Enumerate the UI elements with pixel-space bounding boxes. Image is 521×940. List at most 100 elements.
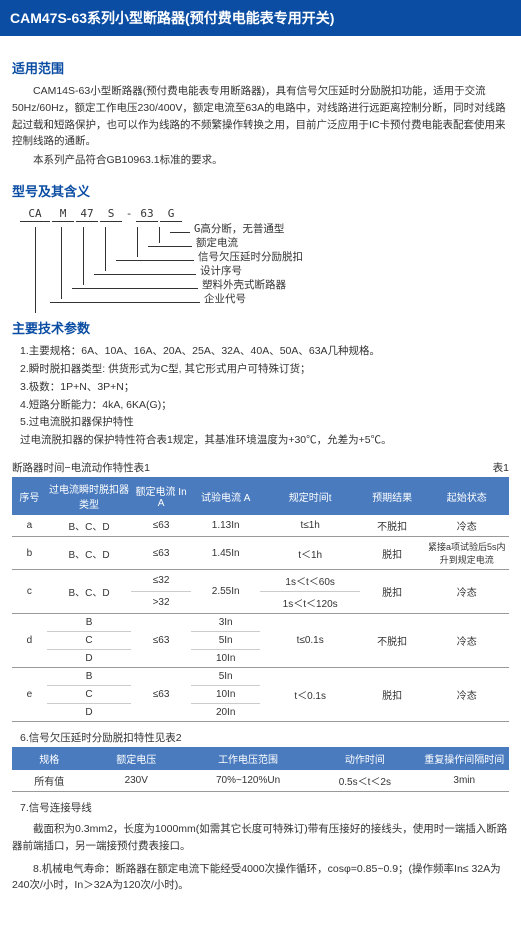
cell: ≤63 xyxy=(131,614,191,668)
t1-h1: 序号 xyxy=(12,477,47,515)
cell: ≤32 xyxy=(131,570,191,592)
note7-title: 7.信号连接导线 xyxy=(20,800,509,815)
table1: 序号 过电流瞬时脱扣器类型 额定电流 In A 试验电流 A 规定时间t 预期结… xyxy=(12,477,509,722)
table-row: b B、C、D ≤63 1.45In t＜1h 脱扣 紧接a项试验后5s内升到规… xyxy=(12,537,509,570)
t1-h3: 额定电流 In A xyxy=(131,477,191,515)
cell: ≤63 xyxy=(131,537,191,570)
cell: 冷态 xyxy=(424,614,509,668)
cell: 2.55In xyxy=(191,570,261,614)
cell: 20In xyxy=(191,704,261,722)
doc-title: CAM47S-63系列小型断路器(预付费电能表专用开关) xyxy=(10,10,334,26)
table-row: 所有值 230V 70%~120%Un 0.5s＜t＜2s 3min xyxy=(12,770,509,792)
model-desc-5: 信号欠压延时分励脱扣 xyxy=(198,249,303,264)
cell: ≤63 xyxy=(131,668,191,722)
spec-2: 2.瞬时脱扣器类型: 供货形式为C型, 其它形式用户可特殊订货； xyxy=(20,361,509,379)
t1-h7: 起始状态 xyxy=(424,477,509,515)
cell: B xyxy=(47,668,131,686)
spec-5: 5.过电流脱扣器保护特性 xyxy=(20,414,509,432)
table-row: e B ≤63 5In t＜0.1s 脱扣 冷态 xyxy=(12,668,509,686)
model-dash: - xyxy=(124,206,134,222)
cell: 5In xyxy=(191,632,261,650)
cell: 冷态 xyxy=(424,515,509,537)
cell: 所有值 xyxy=(12,770,87,792)
cell: 0.5s＜t＜2s xyxy=(310,770,419,792)
scope-title: 适用范围 xyxy=(12,58,509,77)
cell: ≤63 xyxy=(131,515,191,537)
model-desc-6: 额定电流 xyxy=(196,235,238,250)
table1-caption: 断路器时间−电流动作特性表1 表1 xyxy=(12,460,509,475)
note8: 8.机械电气寿命：断路器在额定电流下能经受4000次操作循环，cosφ=0.85… xyxy=(12,861,509,895)
model-part-4: S xyxy=(100,206,122,222)
t2-h2: 额定电压 xyxy=(87,747,186,770)
cell: a xyxy=(12,515,47,537)
spec-3: 3.极数：1P+N、3P+N； xyxy=(20,379,509,397)
t1-h5: 规定时间t xyxy=(260,477,359,515)
table-row: a B、C、D ≤63 1.13In t≤1h 不脱扣 冷态 xyxy=(12,515,509,537)
cell: 5In xyxy=(191,668,261,686)
cell: C xyxy=(47,686,131,704)
title-bar: CAM47S-63系列小型断路器(预付费电能表专用开关) xyxy=(0,0,521,36)
model-part-7: G xyxy=(160,206,182,222)
cell: 1s＜t＜60s xyxy=(260,570,359,592)
t1-h2: 过电流瞬时脱扣器类型 xyxy=(47,477,131,515)
model-desc-4: 设计序号 xyxy=(200,263,242,278)
spec-4: 4.短路分断能力：4kA, 6KA(G)； xyxy=(20,397,509,415)
cell: 1.45In xyxy=(191,537,261,570)
t2-h5: 重复操作间隔时间 xyxy=(420,747,509,770)
cell: 紧接a项试验后5s内升到规定电流 xyxy=(424,537,509,570)
cell: B、C、D xyxy=(47,537,131,570)
cell: >32 xyxy=(131,592,191,614)
cell: t≤1h xyxy=(260,515,359,537)
table1-caption-left: 断路器时间−电流动作特性表1 xyxy=(12,460,150,475)
cell: B、C、D xyxy=(47,515,131,537)
cell: 冷态 xyxy=(424,570,509,614)
model-desc-2: 企业代号 xyxy=(204,291,246,306)
model-desc-7: G高分断，无普通型 xyxy=(194,221,284,236)
cell: D xyxy=(47,704,131,722)
cell: t≤0.1s xyxy=(260,614,359,668)
t2-h3: 工作电压范围 xyxy=(186,747,310,770)
cell: C xyxy=(47,632,131,650)
cell: 脱扣 xyxy=(360,668,425,722)
note6: 6.信号欠压延时分励脱扣特性见表2 xyxy=(20,730,509,745)
t2-h4: 动作时间 xyxy=(310,747,419,770)
model-title: 型号及其含义 xyxy=(12,181,509,200)
spec-list: 1.主要规格：6A、10A、16A、20A、25A、32A、40A、50A、63… xyxy=(20,343,509,450)
model-desc-3: 塑料外壳式断路器 xyxy=(202,277,286,292)
cell: 10In xyxy=(191,650,261,668)
cell: d xyxy=(12,614,47,668)
cell: D xyxy=(47,650,131,668)
cell: 70%~120%Un xyxy=(186,770,310,792)
table-row: c B、C、D ≤32 2.55In 1s＜t＜60s 脱扣 冷态 xyxy=(12,570,509,592)
table2: 规格 额定电压 工作电压范围 动作时间 重复操作间隔时间 所有值 230V 70… xyxy=(12,747,509,792)
cell: 3min xyxy=(420,770,509,792)
model-part-2: M xyxy=(52,206,74,222)
scope-para-1: CAM14S-63小型断路器(预付费电能表专用断路器)，具有信号欠压延时分励脱扣… xyxy=(12,83,509,150)
cell: 3In xyxy=(191,614,261,632)
cell: 10In xyxy=(191,686,261,704)
t2-h1: 规格 xyxy=(12,747,87,770)
model-part-6: 63 xyxy=(136,206,158,222)
table-row: d B ≤63 3In t≤0.1s 不脱扣 冷态 xyxy=(12,614,509,632)
cell: b xyxy=(12,537,47,570)
cell: 脱扣 xyxy=(360,537,425,570)
cell: 不脱扣 xyxy=(360,515,425,537)
cell: c xyxy=(12,570,47,614)
cell: B、C、D xyxy=(47,570,131,614)
cell: 1s＜t＜120s xyxy=(260,592,359,614)
cell: t＜0.1s xyxy=(260,668,359,722)
scope-para-2: 本系列产品符合GB10963.1标准的要求。 xyxy=(12,152,509,169)
cell: 230V xyxy=(87,770,186,792)
content: 适用范围 CAM14S-63小型断路器(预付费电能表专用断路器)，具有信号欠压延… xyxy=(0,36,521,904)
cell: 1.13In xyxy=(191,515,261,537)
t1-h6: 预期结果 xyxy=(360,477,425,515)
note7: 截面积为0.3mm2，长度为1000mm(如需其它长度可特殊订)带有压接好的接线… xyxy=(12,821,509,855)
cell: 冷态 xyxy=(424,668,509,722)
spec-title: 主要技术参数 xyxy=(12,318,509,337)
t1-h4: 试验电流 A xyxy=(191,477,261,515)
cell: 不脱扣 xyxy=(360,614,425,668)
cell: e xyxy=(12,668,47,722)
model-part-1: CA xyxy=(20,206,50,222)
spec-5b: 过电流脱扣器的保护特性符合表1规定，其基准环境温度为+30℃，允差为+5℃。 xyxy=(20,432,509,450)
spec-1: 1.主要规格：6A、10A、16A、20A、25A、32A、40A、50A、63… xyxy=(20,343,509,361)
